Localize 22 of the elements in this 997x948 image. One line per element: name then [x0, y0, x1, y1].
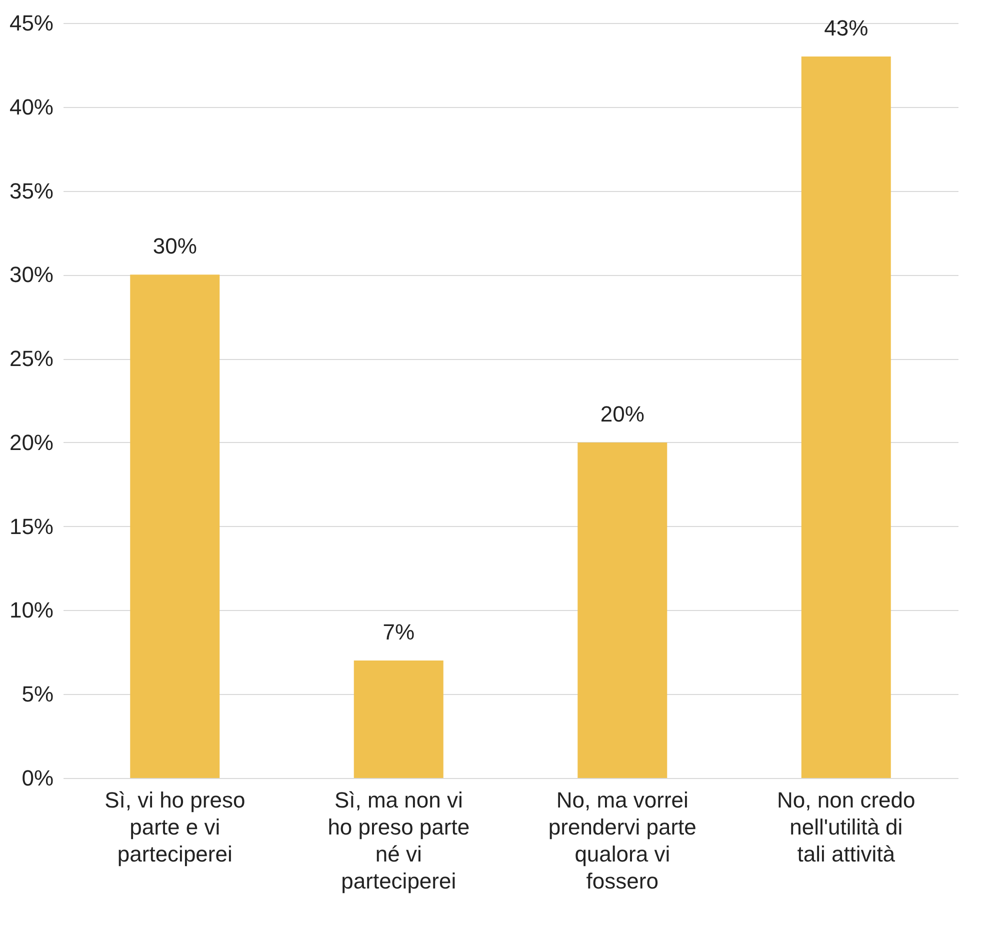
data-label: 30%	[152, 234, 197, 259]
y-tick-label: 10%	[9, 598, 54, 623]
x-tick-label: No, ma vorrei prendervi parte qualora vi fossero	[548, 788, 696, 894]
bar	[578, 442, 668, 778]
y-tick-label: 5%	[22, 682, 54, 707]
y-tick-label: 15%	[9, 514, 54, 539]
data-label: 7%	[382, 620, 415, 645]
y-tick-label: 35%	[9, 178, 54, 204]
x-tick-label: No, non credo nell'utilità di tali attività	[777, 788, 916, 866]
data-label: 43%	[824, 16, 868, 41]
y-tick-label: 20%	[9, 430, 54, 455]
x-tick-label: Sì, vi ho preso parte e vi parteciperei	[104, 788, 246, 866]
y-tick-label: 30%	[9, 262, 54, 288]
y-tick-label: 25%	[9, 346, 54, 372]
y-tick-label: 40%	[9, 94, 54, 120]
bar	[354, 660, 444, 778]
x-tick-label: Sì, ma non vi ho preso parte né vi parteciperei	[328, 788, 470, 894]
bar	[130, 274, 220, 778]
y-tick-label: 45%	[9, 10, 54, 36]
bar	[801, 56, 891, 778]
data-label: 20%	[600, 401, 644, 426]
y-tick-label: 0%	[22, 766, 54, 790]
